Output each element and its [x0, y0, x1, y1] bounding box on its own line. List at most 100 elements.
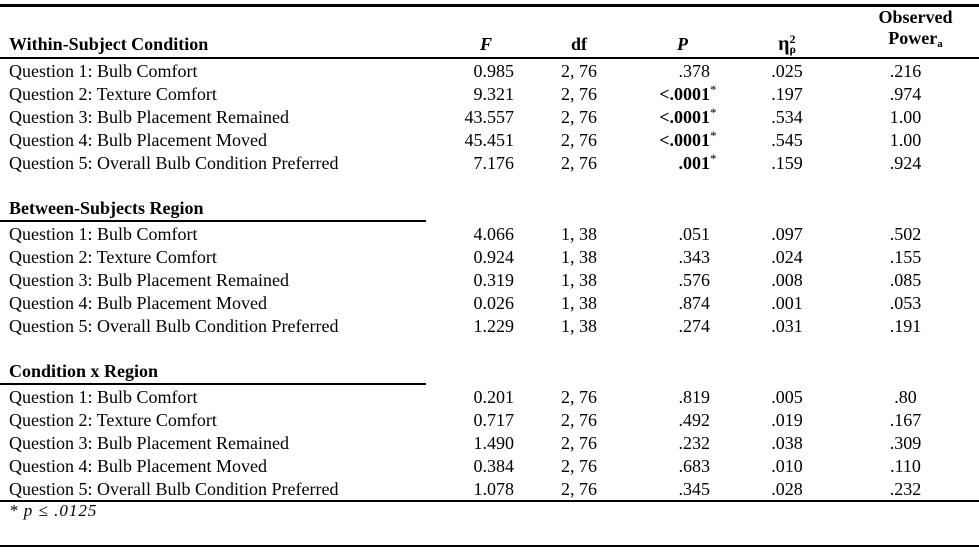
df-value: 1, 38	[561, 293, 597, 313]
row-label: Question 2: Texture Comfort	[9, 84, 217, 104]
f-value: 45.451	[464, 130, 515, 150]
table-row: Question 5: Overall Bulb Condition Prefe…	[0, 151, 979, 174]
p-value: .874	[628, 291, 722, 314]
col-header-within-subject-condition: Within-Subject Condition	[0, 7, 426, 59]
row-label: Question 3: Bulb Placement Remained	[9, 107, 289, 127]
table-row: Question 1: Bulb Comfort 0.985 2, 76 .37…	[0, 58, 979, 82]
section-title-condition-x-region: Condition x Region	[0, 337, 426, 385]
df-value: 1, 38	[561, 224, 597, 244]
eta-glyph: η	[778, 33, 790, 55]
significance-footnote: * p ≤ .0125	[9, 501, 98, 520]
f-value: 0.384	[473, 456, 515, 476]
observed-power-line2: Power	[888, 28, 938, 48]
p-number: .343	[678, 247, 711, 267]
f-header-label: F	[479, 34, 492, 54]
df-value: 2, 76	[561, 410, 597, 430]
df-value: 2, 76	[561, 456, 597, 476]
eta-value: .010	[771, 456, 803, 476]
eta-value: .159	[771, 153, 803, 173]
table-row: Question 4: Bulb Placement Moved 45.451 …	[0, 128, 979, 151]
p-number: .576	[678, 270, 711, 290]
table-row: Question 5: Overall Bulb Condition Prefe…	[0, 477, 979, 502]
p-number: .819	[678, 387, 711, 407]
df-value: 2, 76	[561, 107, 597, 127]
eta-value: .038	[771, 433, 803, 453]
f-value: 7.176	[473, 153, 515, 173]
observed-power-subscript: a	[937, 38, 943, 50]
power-value: .80	[894, 387, 917, 407]
eta-value: .001	[771, 293, 803, 313]
eta-subscript: ρ	[789, 42, 796, 56]
p-number: <.0001	[659, 130, 710, 150]
power-value: 1.00	[889, 130, 922, 150]
section-header-row: Between-Subjects Region	[0, 174, 979, 222]
row-label: Question 2: Texture Comfort	[9, 247, 217, 267]
f-value: 0.717	[473, 410, 515, 430]
eta-value: .024	[771, 247, 803, 267]
eta-value: .028	[722, 477, 852, 502]
p-number: <.0001	[659, 107, 710, 127]
row-label: Question 1: Bulb Comfort	[9, 387, 198, 407]
power-value: .974	[889, 84, 922, 104]
power-value: .191	[889, 316, 922, 336]
table-row: Question 1: Bulb Comfort 0.201 2, 76 .81…	[0, 384, 979, 408]
df-value: 2, 76	[561, 84, 597, 104]
p-value: <.0001*	[628, 82, 722, 105]
section-header-spacer	[426, 174, 979, 221]
p-number: .492	[678, 410, 711, 430]
row-label: Question 3: Bulb Placement Remained	[9, 270, 289, 290]
p-number: .232	[678, 433, 711, 453]
eta-value: .025	[771, 61, 803, 81]
p-value: <.0001*	[628, 105, 722, 128]
df-value: 2, 76	[530, 477, 628, 502]
col-header-f: F	[426, 7, 530, 59]
table-row: Question 3: Bulb Placement Remained 0.31…	[0, 268, 979, 291]
p-number: .378	[678, 61, 711, 81]
p-value: <.0001*	[628, 128, 722, 151]
significance-asterisk: *	[710, 82, 717, 97]
col-header-df: df	[530, 7, 628, 59]
p-number: .001	[678, 153, 711, 173]
f-value: 43.557	[464, 107, 515, 127]
power-value: 1.00	[889, 107, 922, 127]
p-value: .378	[628, 58, 722, 82]
f-value: 0.985	[473, 61, 515, 81]
eta-value: .097	[771, 224, 803, 244]
df-value: 2, 76	[561, 130, 597, 150]
power-value: .053	[889, 293, 922, 313]
row-label: Question 1: Bulb Comfort	[9, 224, 198, 244]
p-number: .683	[678, 456, 711, 476]
eta-value: .008	[771, 270, 803, 290]
f-value: 9.321	[473, 84, 515, 104]
significance-asterisk: *	[710, 105, 717, 120]
table-row: Question 2: Texture Comfort 0.717 2, 76 …	[0, 408, 979, 431]
row-label: Question 5: Overall Bulb Condition Prefe…	[9, 316, 339, 336]
row-label: Question 4: Bulb Placement Moved	[9, 130, 267, 150]
row-label: Question 5: Overall Bulb Condition Prefe…	[0, 477, 426, 502]
p-value: .001*	[628, 151, 722, 174]
power-value: .110	[890, 456, 921, 476]
f-value: 1.078	[426, 477, 530, 502]
p-number: .874	[678, 293, 711, 313]
p-value: .345	[628, 477, 722, 502]
f-value: 0.924	[473, 247, 515, 267]
table-row: Question 1: Bulb Comfort 4.066 1, 38 .05…	[0, 221, 979, 245]
table-row: Question 4: Bulb Placement Moved 0.384 2…	[0, 454, 979, 477]
p-number: .345	[678, 479, 711, 499]
row-label: Question 4: Bulb Placement Moved	[9, 293, 267, 313]
p-number: .051	[678, 224, 711, 244]
row-label: Question 5: Overall Bulb Condition Prefe…	[9, 153, 339, 173]
section-header-row: Condition x Region	[0, 337, 979, 385]
row-label: Question 2: Texture Comfort	[9, 410, 217, 430]
table-bottom-rule	[0, 545, 979, 547]
table-row: Question 3: Bulb Placement Remained 1.49…	[0, 431, 979, 454]
p-number: .274	[678, 316, 711, 336]
eta-superscript: 2	[789, 32, 796, 46]
observed-power-line1: Observed	[878, 7, 953, 27]
power-value: .216	[889, 61, 922, 81]
power-value: .502	[889, 224, 922, 244]
significance-asterisk: *	[710, 128, 717, 143]
